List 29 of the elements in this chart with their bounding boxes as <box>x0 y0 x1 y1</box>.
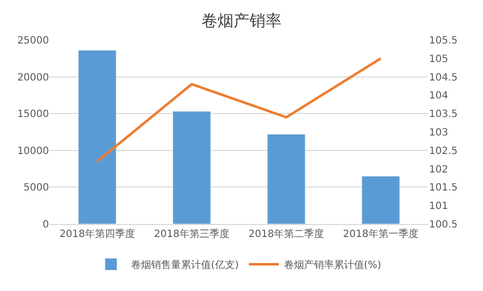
y-tick-label: 15000 <box>17 109 49 120</box>
y-tick-label: 25000 <box>17 36 49 46</box>
x-tick-label: 2018年第四季度 <box>60 228 135 240</box>
y2-tick-label: 104 <box>429 90 448 102</box>
bar <box>267 134 306 224</box>
bar <box>78 50 116 224</box>
y2-tick-label: 105 <box>429 54 448 65</box>
y2-tick-label: 101 <box>429 201 448 212</box>
y2-tick-label: 103.5 <box>429 109 458 120</box>
legend-label: 卷烟销售量累计值(亿支) <box>131 259 239 272</box>
legend-label: 卷烟产销率累计值(%) <box>284 259 382 272</box>
bar <box>172 111 211 224</box>
y-tick-label: 20000 <box>17 72 49 84</box>
bar <box>362 176 400 224</box>
y2-tick-label: 104.5 <box>429 72 458 84</box>
line-series <box>96 57 382 163</box>
y-tick-label: 5000 <box>24 182 49 194</box>
y-tick-label: 0 <box>42 220 49 230</box>
y2-tick-label: 102 <box>429 164 448 176</box>
y2-tick-label: 102.5 <box>429 146 458 157</box>
chart-title: 卷烟产销率 <box>202 10 282 30</box>
y2-tick-label: 100.5 <box>429 220 458 230</box>
y2-tick-label: 103 <box>429 128 448 138</box>
x-tick-label: 2018年第一季度 <box>343 228 418 240</box>
x-tick-label: 2018年第三季度 <box>154 228 230 240</box>
y2-tick-label: 105.5 <box>429 36 458 46</box>
y2-tick-label: 101.5 <box>429 182 458 194</box>
x-tick-label: 2018年第二季度 <box>248 228 324 240</box>
y-tick-label: 10000 <box>17 146 49 157</box>
